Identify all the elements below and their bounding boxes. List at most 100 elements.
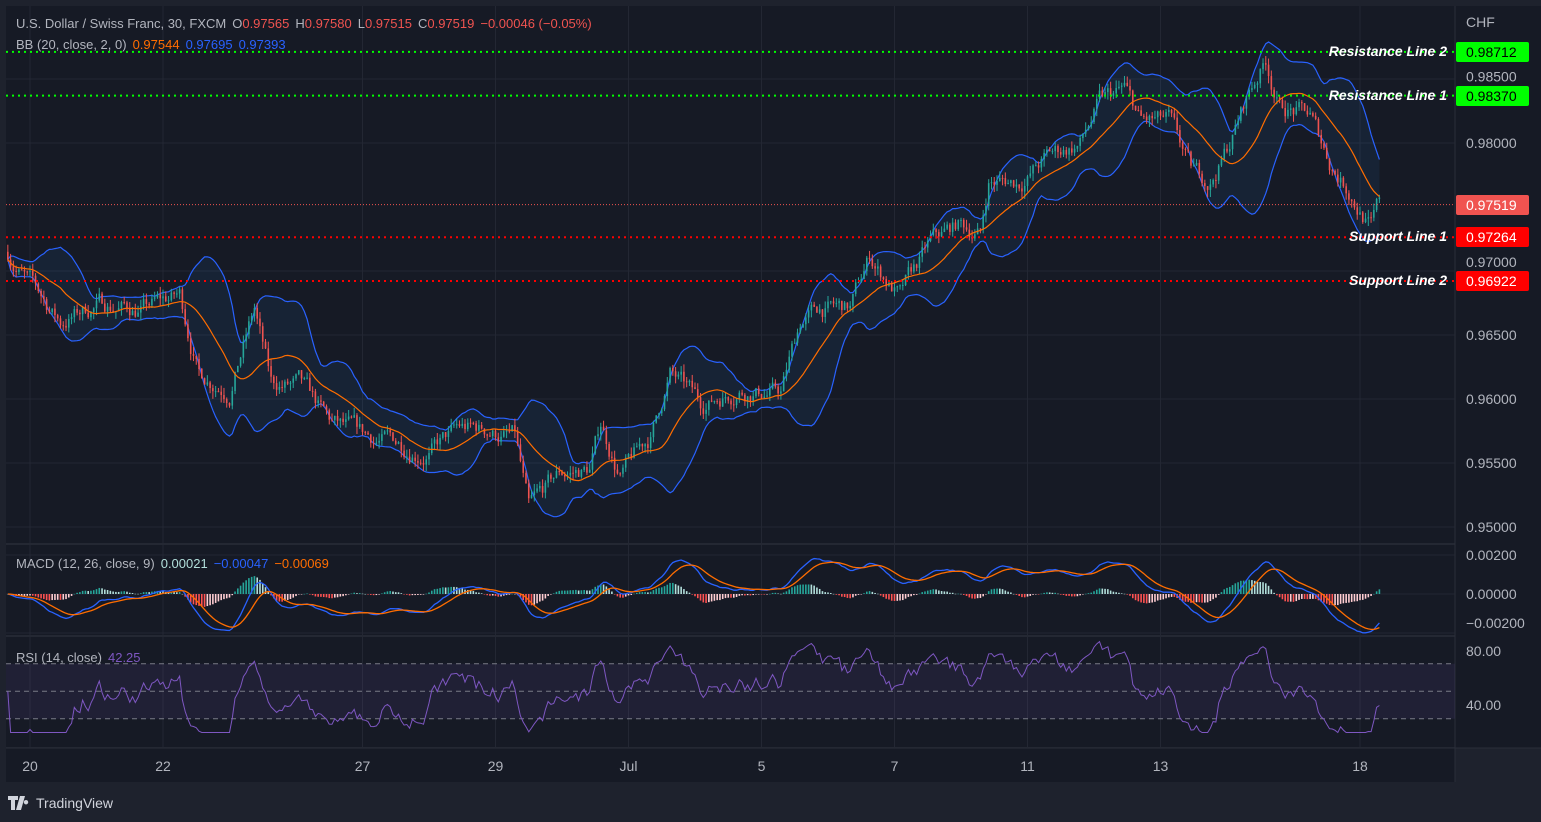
candle-body <box>447 430 450 437</box>
macd-histogram-bar <box>76 592 78 594</box>
macd-histogram-bar <box>189 594 192 603</box>
macd-histogram-bar <box>663 586 666 594</box>
candle-body <box>688 380 691 383</box>
macd-histogram-bar <box>1287 594 1289 602</box>
price-tag: 0.97264 <box>1456 227 1529 248</box>
macd-line <box>7 557 1380 634</box>
candle-body <box>505 430 508 432</box>
candle-body <box>807 310 810 318</box>
candle-body <box>56 315 59 319</box>
line-label[interactable]: Resistance Line 2 <box>1328 42 1447 59</box>
macd-histogram-bar <box>372 594 375 596</box>
candle-body <box>442 432 444 438</box>
macd-histogram-bar <box>59 594 62 600</box>
macd-histogram-bar <box>799 584 802 594</box>
candle-body <box>863 271 865 280</box>
macd-histogram-bar <box>406 594 408 595</box>
candle-body <box>1353 201 1356 208</box>
macd-histogram-bar <box>353 592 355 594</box>
macd-histogram-bar <box>1373 593 1375 595</box>
candle-body <box>444 432 447 437</box>
line-label[interactable]: Resistance Line 1 <box>1328 86 1447 103</box>
tradingview-brand[interactable]: TradingView <box>36 794 114 811</box>
macd-histogram-bar <box>854 594 857 596</box>
rsi-legend[interactable]: RSI (14, close) 42.25 <box>16 650 147 665</box>
macd-histogram-bar <box>541 594 544 601</box>
candle-body <box>805 317 807 325</box>
candle-body <box>802 324 804 328</box>
candle-body <box>1212 179 1214 185</box>
macd-histogram-bar <box>248 578 250 594</box>
macd-histogram-bar <box>56 594 59 600</box>
candle-body <box>1057 146 1059 153</box>
candle-body <box>223 395 225 400</box>
candle-body <box>849 305 851 309</box>
candle-body <box>915 264 918 268</box>
candle-body <box>131 310 134 316</box>
macd-histogram-bar <box>782 592 785 594</box>
candle-body <box>813 304 815 307</box>
candle-body <box>910 267 912 272</box>
macd-histogram-bar <box>544 594 547 599</box>
candle-body <box>622 467 624 474</box>
macd-histogram-bar <box>1079 594 1081 596</box>
candle-body <box>877 266 879 269</box>
macd-histogram-bar <box>1173 594 1176 597</box>
currency-label: CHF <box>1466 14 1495 30</box>
macd-histogram-bar <box>738 594 741 596</box>
candle-body <box>525 472 527 484</box>
candle-body <box>76 308 78 313</box>
macd-histogram-bar <box>1201 594 1203 603</box>
candle-body <box>569 472 572 476</box>
bb-legend[interactable]: BB (20, close, 2, 0) 0.97544 0.97695 0.9739… <box>16 37 292 52</box>
macd-histogram-bar <box>993 588 996 594</box>
macd-histogram-bar <box>846 594 849 598</box>
candle-body <box>483 428 486 435</box>
macd-histogram-bar <box>561 590 563 594</box>
line-label[interactable]: Support Line 2 <box>1349 271 1447 288</box>
candle-body <box>1206 186 1209 190</box>
macd-histogram-bar <box>295 594 297 597</box>
candle-body <box>946 224 948 229</box>
candle-body <box>938 232 940 237</box>
chart-canvas[interactable]: 20 22 27 29 Jul 5 7 11 13 18 0.98500 0.98000 0.97000… <box>0 0 1541 783</box>
macd-histogram-bar <box>1278 594 1281 598</box>
macd-histogram-bar <box>206 594 209 607</box>
candle-body <box>1062 150 1065 155</box>
macd-histogram-bar <box>1323 594 1325 603</box>
macd-histogram-bar <box>746 594 749 596</box>
macd-histogram-bar <box>187 594 189 600</box>
macd-histogram-bar <box>666 584 669 594</box>
macd-legend[interactable]: MACD (12, 26, close, 9) 0.00021 −0.00047 −0… <box>16 556 335 571</box>
footer: TradingView <box>0 783 1541 822</box>
time-axis <box>6 748 1455 782</box>
macd-hist-value: 0.00021 <box>160 556 208 571</box>
macd-histogram-bar <box>1353 594 1356 602</box>
x-tick-label: 20 <box>22 758 38 774</box>
macd-histogram-bar <box>680 586 682 594</box>
price-tag: 0.98370 <box>1456 85 1529 106</box>
macd-histogram-bar <box>1281 594 1284 600</box>
macd-histogram-bar <box>838 594 840 596</box>
macd-histogram-bar <box>1267 585 1270 594</box>
candle-body <box>419 462 422 464</box>
candle-body <box>591 453 594 470</box>
macd-histogram-bar <box>1026 594 1029 597</box>
macd-histogram-bar <box>1370 594 1372 596</box>
line-label[interactable]: Support Line 1 <box>1349 228 1447 245</box>
candle-body <box>1170 109 1173 114</box>
macd-histogram-bar <box>608 589 610 594</box>
macd-histogram-bar <box>311 594 314 596</box>
candle-body <box>1012 180 1015 187</box>
macd-histogram-bar <box>430 590 433 594</box>
candle-body <box>730 400 732 405</box>
macd-histogram-bar <box>245 580 247 594</box>
candle-body <box>322 401 325 407</box>
macd-histogram-bar <box>802 584 804 594</box>
macd-histogram-bar <box>1145 594 1148 604</box>
candle-body <box>583 467 585 470</box>
candle-body <box>1375 199 1378 210</box>
candle-body <box>1245 95 1248 109</box>
macd-histogram-bar <box>1001 589 1004 594</box>
candle-body <box>123 302 126 304</box>
